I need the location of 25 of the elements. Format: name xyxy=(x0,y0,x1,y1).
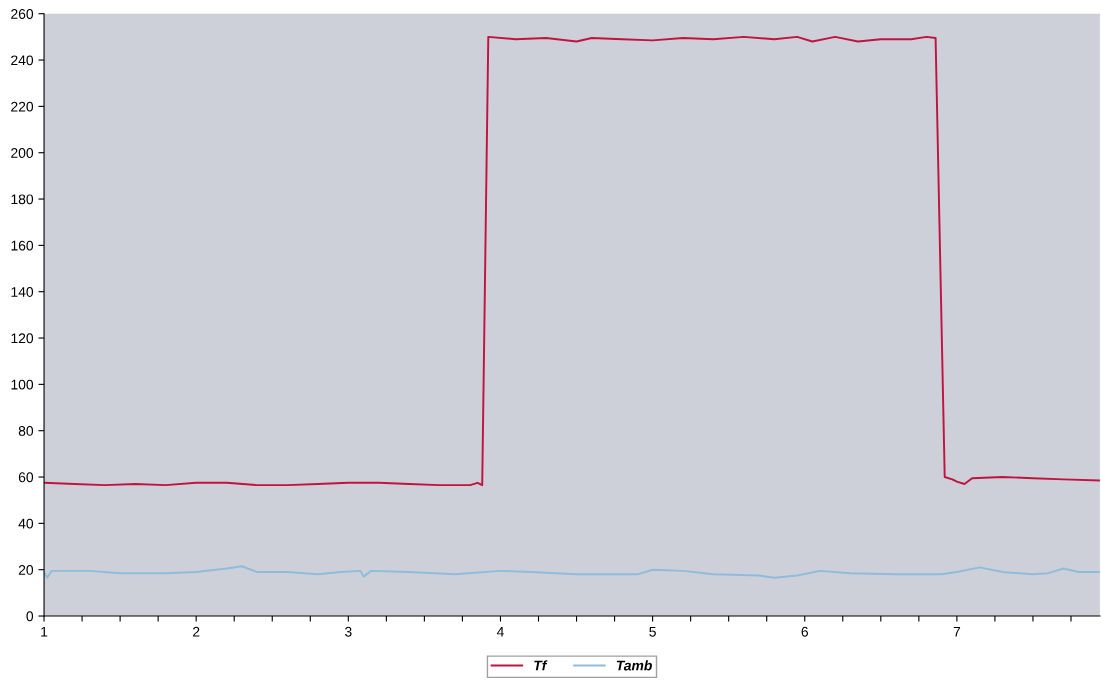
x-tick-label: 6 xyxy=(801,626,808,637)
x-tick-label: 5 xyxy=(649,626,656,637)
y-tick-label: 200 xyxy=(11,148,34,158)
y-tick-label: 220 xyxy=(11,101,34,112)
line-series xyxy=(44,565,1100,579)
x-tick-label: 4 xyxy=(496,626,504,637)
y-tick-label: 60 xyxy=(18,472,34,483)
legend-label: Tamb xyxy=(616,660,652,671)
x-tick-label: 2 xyxy=(193,626,200,637)
y-tick-label: 80 xyxy=(18,426,34,436)
y-tick-label: 20 xyxy=(18,565,34,575)
y-tick-label: 120 xyxy=(11,333,34,344)
x-tick-label: 7 xyxy=(953,626,961,637)
y-tick-label: 100 xyxy=(11,379,34,390)
y-tick-label: 180 xyxy=(11,194,34,205)
y-tick-label: 0 xyxy=(26,611,34,622)
y-tick-label: 260 xyxy=(11,9,34,19)
x-tick-label: 1 xyxy=(41,626,48,637)
x-tick-label: 3 xyxy=(344,626,352,637)
legend-label: Tf xyxy=(534,660,548,671)
y-tick-label: 140 xyxy=(11,287,34,297)
y-tick-label: 40 xyxy=(18,518,34,529)
y-tick-label: 240 xyxy=(11,55,34,66)
line-series xyxy=(44,35,1100,487)
y-tick-label: 160 xyxy=(11,240,34,251)
